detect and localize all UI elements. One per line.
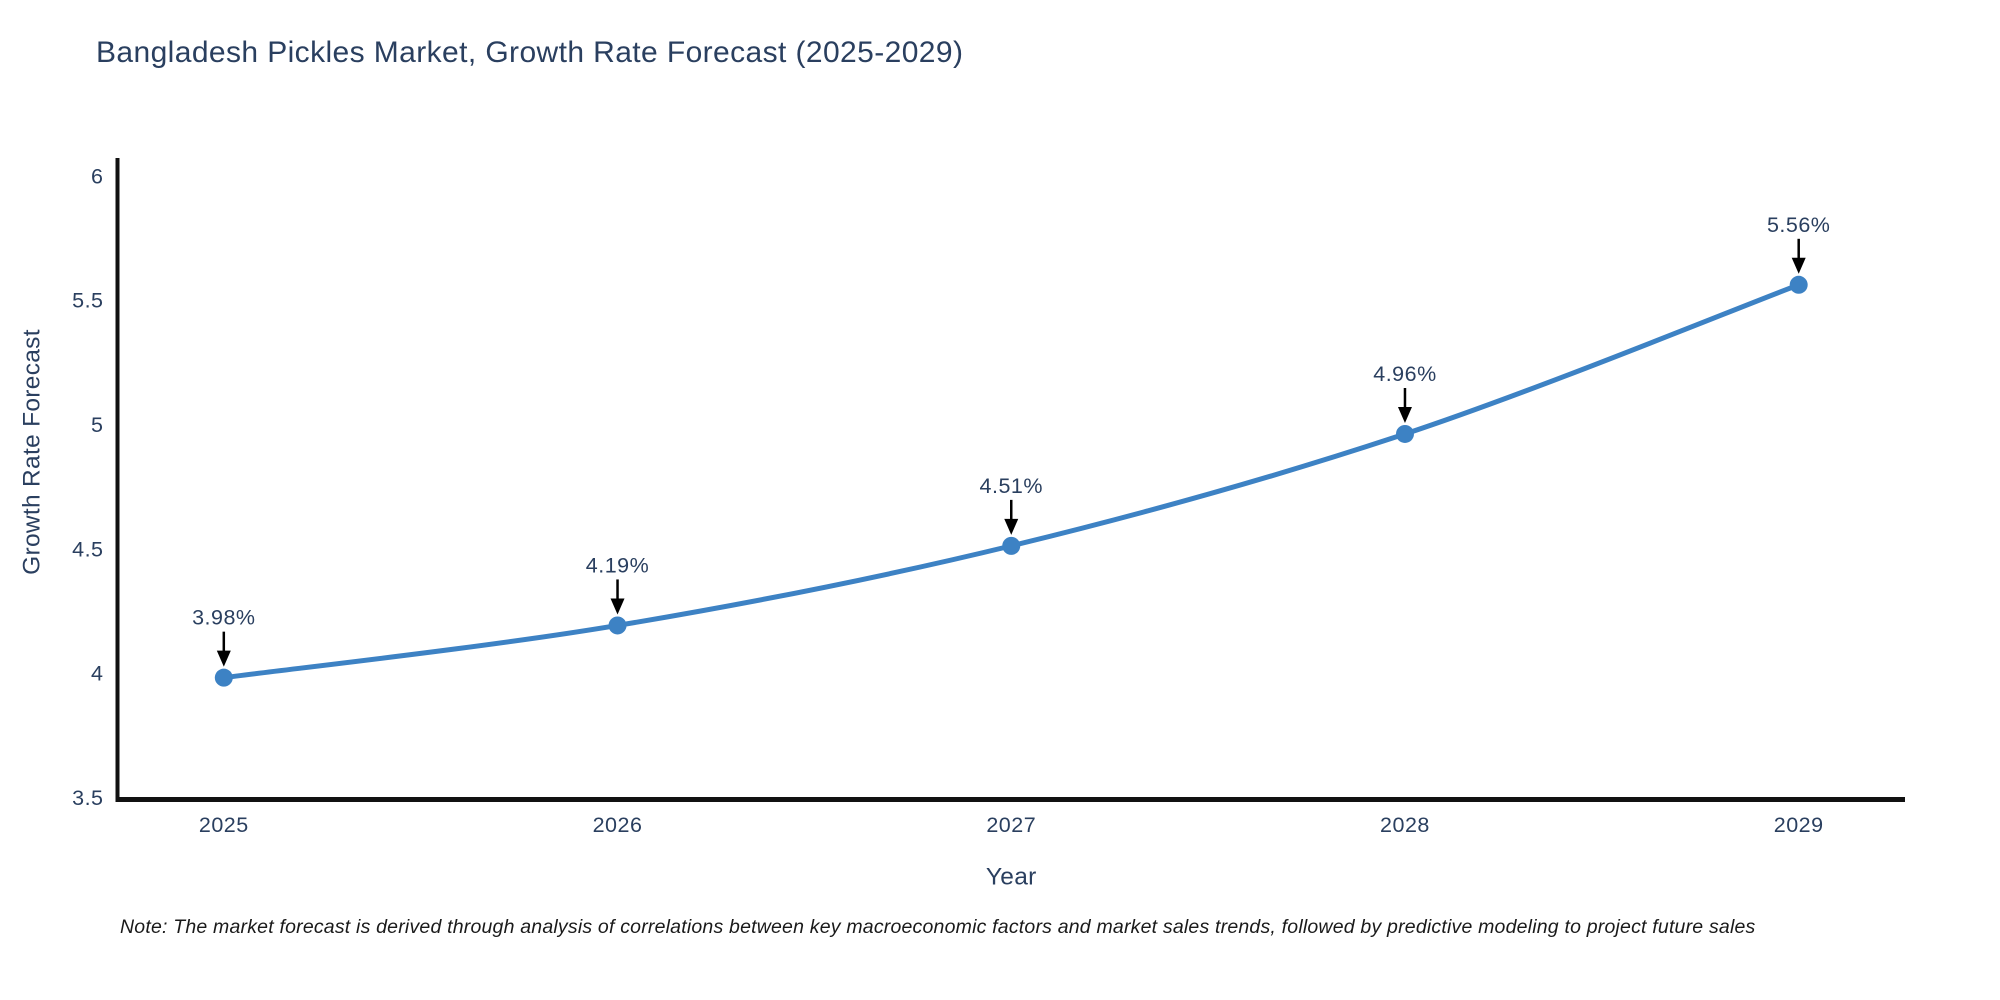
point-value-label: 3.98% [192,606,255,630]
y-tick-label: 4.5 [72,537,103,561]
point-value-label: 4.96% [1373,362,1436,386]
chart-title: Bangladesh Pickles Market, Growth Rate F… [96,36,964,69]
point-value-label: 4.19% [586,553,649,577]
y-tick-label: 5 [91,413,103,437]
y-tick-label: 4 [91,662,103,686]
x-tick-label: 2029 [1774,813,1824,837]
y-axis-title: Growth Rate Forecast [19,329,46,575]
footnote: Note: The market forecast is derived thr… [120,916,1756,938]
annotation-arrowhead-icon [1004,518,1019,535]
x-tick-label: 2027 [986,813,1036,837]
point-value-label: 4.51% [980,474,1043,498]
point-value-label: 5.56% [1767,213,1830,237]
data-point-marker [1002,536,1021,555]
data-point-marker [214,668,233,687]
data-point-marker [1395,424,1414,443]
x-tick-label: 2025 [199,813,249,837]
y-tick-label: 3.5 [72,786,103,810]
annotation-arrowhead-icon [1791,257,1806,274]
data-point-marker [1789,275,1808,294]
annotation-arrowhead-icon [1397,406,1412,423]
x-tick-label: 2028 [1380,813,1430,837]
y-tick-label: 6 [91,164,103,188]
data-point-marker [608,616,627,635]
y-tick-label: 5.5 [72,289,103,313]
annotation-arrowhead-icon [610,598,625,615]
x-tick-label: 2026 [593,813,643,837]
x-axis-title: Year [986,864,1037,891]
annotation-arrowhead-icon [216,650,231,667]
